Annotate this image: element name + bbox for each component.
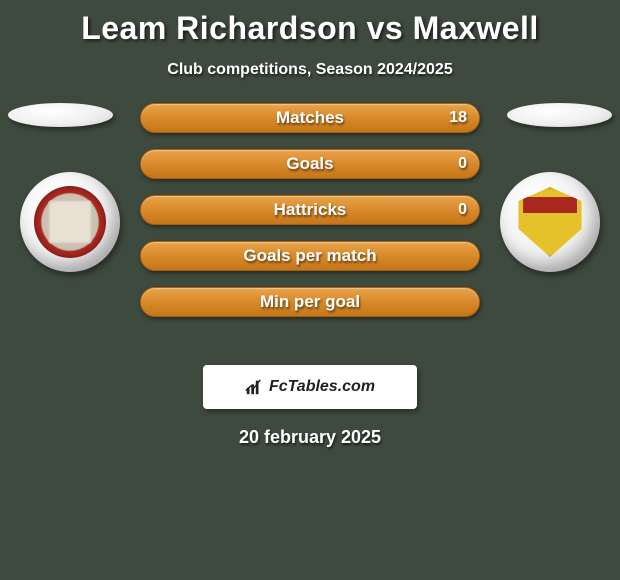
logo-text: FcTables.com — [269, 378, 375, 396]
player-left-ellipse — [8, 103, 113, 127]
club-badge-left — [20, 172, 120, 272]
fctables-logo: FcTables.com — [203, 365, 417, 409]
stat-bars: Matches 18 Goals 0 Hattricks 0 Goals per… — [140, 103, 480, 333]
page-title: Leam Richardson vs Maxwell — [0, 0, 620, 47]
subtitle: Club competitions, Season 2024/2025 — [0, 61, 620, 79]
accrington-crest-icon — [34, 186, 106, 258]
stat-label: Min per goal — [141, 288, 479, 316]
stat-right-value: 0 — [458, 150, 467, 178]
chart-icon — [245, 378, 263, 396]
date-text: 20 february 2025 — [0, 427, 620, 448]
doncaster-crest-icon — [515, 187, 585, 257]
stat-bar-goals: Goals 0 — [140, 149, 480, 179]
stat-bar-goals-per-match: Goals per match — [140, 241, 480, 271]
stat-right-value: 18 — [449, 104, 467, 132]
stat-label: Goals — [141, 150, 479, 178]
stat-label: Goals per match — [141, 242, 479, 270]
player-right-ellipse — [507, 103, 612, 127]
club-badge-right — [500, 172, 600, 272]
comparison-area: Matches 18 Goals 0 Hattricks 0 Goals per… — [0, 117, 620, 347]
stat-bar-matches: Matches 18 — [140, 103, 480, 133]
stat-label: Hattricks — [141, 196, 479, 224]
stat-bar-hattricks: Hattricks 0 — [140, 195, 480, 225]
stat-right-value: 0 — [458, 196, 467, 224]
stat-label: Matches — [141, 104, 479, 132]
stat-bar-min-per-goal: Min per goal — [140, 287, 480, 317]
